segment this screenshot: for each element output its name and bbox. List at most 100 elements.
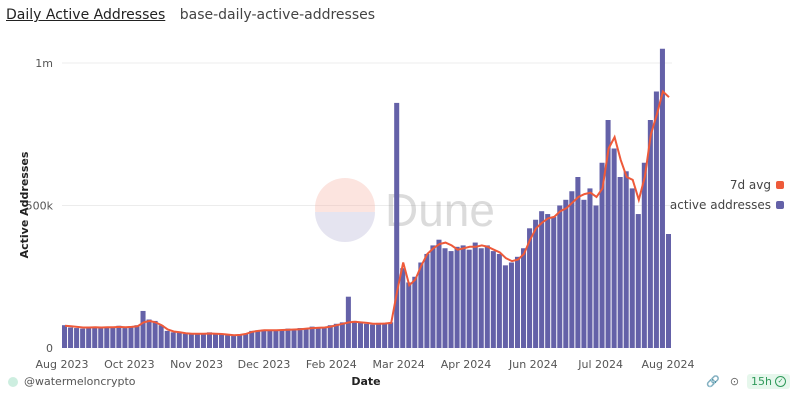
bar-active-addresses[interactable]: [273, 330, 279, 348]
bar-active-addresses[interactable]: [647, 120, 653, 348]
bar-active-addresses[interactable]: [557, 205, 563, 349]
bar-active-addresses[interactable]: [466, 249, 472, 348]
bar-active-addresses[interactable]: [508, 262, 514, 349]
bar-active-addresses[interactable]: [134, 325, 140, 348]
bar-active-addresses[interactable]: [617, 177, 623, 348]
bar-active-addresses[interactable]: [62, 325, 68, 348]
bar-active-addresses[interactable]: [665, 234, 671, 348]
bar-active-addresses[interactable]: [339, 322, 345, 348]
bar-active-addresses[interactable]: [575, 177, 581, 348]
bar-active-addresses[interactable]: [140, 310, 146, 348]
bar-active-addresses[interactable]: [484, 245, 490, 348]
bar-active-addresses[interactable]: [424, 253, 430, 348]
bar-active-addresses[interactable]: [104, 326, 110, 348]
bar-active-addresses[interactable]: [533, 219, 539, 348]
bar-active-addresses[interactable]: [363, 323, 370, 348]
bar-active-addresses[interactable]: [327, 325, 333, 348]
bar-active-addresses[interactable]: [255, 330, 261, 348]
bar-active-addresses[interactable]: [297, 328, 303, 348]
bar-active-addresses[interactable]: [110, 327, 116, 348]
bar-active-addresses[interactable]: [539, 211, 545, 348]
bar-active-addresses[interactable]: [454, 246, 460, 348]
bar-active-addresses[interactable]: [267, 330, 273, 348]
bar-active-addresses[interactable]: [152, 320, 158, 348]
refresh-status-badge[interactable]: 15h ✓: [747, 374, 790, 389]
camera-icon[interactable]: ⊙: [729, 375, 740, 388]
bar-active-addresses[interactable]: [394, 102, 400, 349]
bar-active-addresses[interactable]: [206, 332, 212, 348]
bar-active-addresses[interactable]: [448, 251, 454, 348]
bar-active-addresses[interactable]: [176, 332, 182, 348]
bar-active-addresses[interactable]: [370, 324, 376, 348]
bar-active-addresses[interactable]: [641, 162, 647, 348]
query-title-link[interactable]: Daily Active Addresses: [6, 7, 166, 23]
bar-active-addresses[interactable]: [376, 322, 382, 348]
bar-active-addresses[interactable]: [496, 253, 502, 348]
bar-active-addresses[interactable]: [279, 329, 285, 348]
bar-active-addresses[interactable]: [400, 268, 406, 348]
bar-active-addresses[interactable]: [635, 214, 641, 348]
bar-active-addresses[interactable]: [74, 328, 80, 348]
bar-active-addresses[interactable]: [545, 214, 551, 348]
bar-active-addresses[interactable]: [653, 91, 659, 349]
bar-active-addresses[interactable]: [243, 333, 249, 348]
bar-active-addresses[interactable]: [116, 325, 122, 348]
bar-active-addresses[interactable]: [418, 262, 424, 349]
bar-active-addresses[interactable]: [406, 282, 412, 348]
bar-active-addresses[interactable]: [388, 322, 394, 348]
bar-active-addresses[interactable]: [659, 48, 665, 348]
bar-active-addresses[interactable]: [514, 256, 521, 348]
bar-active-addresses[interactable]: [291, 330, 297, 348]
bar-active-addresses[interactable]: [460, 245, 466, 348]
bar-active-addresses[interactable]: [225, 335, 231, 348]
bar-active-addresses[interactable]: [249, 330, 255, 348]
bar-active-addresses[interactable]: [219, 334, 225, 348]
bar-active-addresses[interactable]: [309, 326, 315, 348]
bar-active-addresses[interactable]: [158, 325, 164, 348]
bar-active-addresses[interactable]: [303, 328, 309, 348]
bar-active-addresses[interactable]: [502, 265, 508, 348]
bar-active-addresses[interactable]: [551, 216, 557, 348]
link-icon[interactable]: 🔗: [706, 375, 720, 388]
bar-active-addresses[interactable]: [128, 326, 134, 348]
bar-active-addresses[interactable]: [333, 323, 339, 348]
bar-active-addresses[interactable]: [581, 199, 587, 348]
bar-active-addresses[interactable]: [237, 335, 243, 348]
bar-active-addresses[interactable]: [442, 248, 448, 348]
bar-active-addresses[interactable]: [200, 333, 206, 348]
bar-active-addresses[interactable]: [146, 319, 152, 349]
bar-active-addresses[interactable]: [194, 334, 200, 348]
bar-active-addresses[interactable]: [212, 333, 219, 348]
bar-active-addresses[interactable]: [231, 336, 237, 348]
legend-item-7d-avg[interactable]: 7d avg: [670, 175, 784, 195]
bar-active-addresses[interactable]: [98, 328, 104, 348]
bar-active-addresses[interactable]: [436, 239, 442, 348]
bar-active-addresses[interactable]: [527, 228, 533, 348]
bar-active-addresses[interactable]: [629, 188, 635, 348]
bar-active-addresses[interactable]: [315, 327, 321, 348]
bar-active-addresses[interactable]: [478, 248, 484, 348]
bar-active-addresses[interactable]: [164, 330, 170, 348]
bar-active-addresses[interactable]: [285, 328, 291, 348]
bar-active-addresses[interactable]: [86, 327, 92, 348]
bar-active-addresses[interactable]: [122, 328, 128, 348]
bar-active-addresses[interactable]: [587, 188, 593, 348]
bar-active-addresses[interactable]: [563, 199, 569, 348]
bar-active-addresses[interactable]: [92, 326, 98, 348]
bar-active-addresses[interactable]: [593, 205, 599, 349]
bar-active-addresses[interactable]: [68, 327, 74, 348]
bar-active-addresses[interactable]: [611, 148, 617, 349]
bar-active-addresses[interactable]: [382, 323, 388, 348]
bar-active-addresses[interactable]: [170, 332, 176, 348]
bar-active-addresses[interactable]: [261, 329, 267, 348]
bar-active-addresses[interactable]: [623, 171, 629, 348]
bar-active-addresses[interactable]: [490, 251, 496, 348]
bar-active-addresses[interactable]: [430, 245, 436, 348]
bar-active-addresses[interactable]: [605, 120, 611, 348]
bar-active-addresses[interactable]: [321, 328, 327, 348]
bar-active-addresses[interactable]: [569, 191, 575, 348]
bar-active-addresses[interactable]: [80, 328, 86, 348]
bar-active-addresses[interactable]: [521, 248, 527, 348]
author-link[interactable]: @watermeloncrypto: [8, 375, 136, 388]
bar-active-addresses[interactable]: [182, 333, 188, 348]
